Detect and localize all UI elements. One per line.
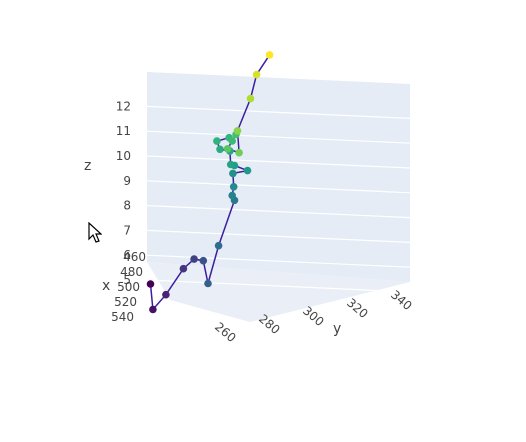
data-point (190, 255, 198, 263)
data-point (226, 160, 235, 169)
data-point (228, 191, 236, 200)
gridline-z (146, 105, 411, 119)
x-tick-label: 540 (111, 310, 134, 324)
axis-titles: z x y (84, 158, 341, 337)
gridline-z (146, 279, 411, 293)
z-tick-label: 6 (123, 248, 131, 262)
data-point (214, 241, 223, 250)
trace-markers (146, 51, 274, 314)
x-tick-label: 500 (117, 280, 140, 294)
data-point (179, 264, 188, 273)
x-axis-title: x (102, 278, 110, 294)
scene-background (147, 72, 410, 322)
z-tick-label: 9 (123, 174, 131, 188)
data-point (223, 145, 232, 153)
y-axis-title: y (333, 321, 341, 337)
floor-plane (147, 262, 410, 322)
data-point (213, 137, 221, 145)
z-tick-label: 8 (123, 199, 131, 213)
data-point (243, 166, 252, 175)
arrow-pointer-icon (88, 222, 102, 243)
x-tick-label: 460 (123, 250, 146, 264)
data-point (204, 279, 212, 288)
data-point (235, 148, 243, 157)
data-point (199, 256, 208, 265)
y-tick-label: 320 (344, 296, 371, 321)
data-point (246, 94, 255, 103)
z-tick-label: 7 (123, 223, 131, 237)
z-tick-label: 11 (116, 124, 131, 138)
data-point (149, 305, 157, 314)
data-point (228, 137, 236, 145)
x-tick-label: 480 (120, 265, 143, 279)
gridlines (146, 105, 411, 293)
data-point (233, 127, 242, 135)
x-tick-label: 520 (114, 295, 137, 309)
gridline-z (146, 155, 411, 169)
z-tick-label: 10 (116, 149, 131, 163)
gridline-z (146, 180, 411, 194)
z-tick-label: 12 (116, 99, 131, 113)
data-point (162, 290, 170, 299)
back-wall (147, 72, 410, 282)
z-axis-title: z (84, 158, 91, 174)
y-tick-label: 260 (212, 320, 239, 345)
z-tick-label: 5 (123, 273, 131, 287)
gridline-z (146, 205, 411, 219)
data-point (146, 280, 155, 288)
data-point (265, 51, 274, 59)
gridline-z (146, 130, 411, 144)
data-point (229, 183, 238, 191)
gridline-z (146, 229, 411, 243)
data-point (229, 169, 237, 178)
data-point (216, 145, 224, 154)
data-point (252, 70, 261, 79)
